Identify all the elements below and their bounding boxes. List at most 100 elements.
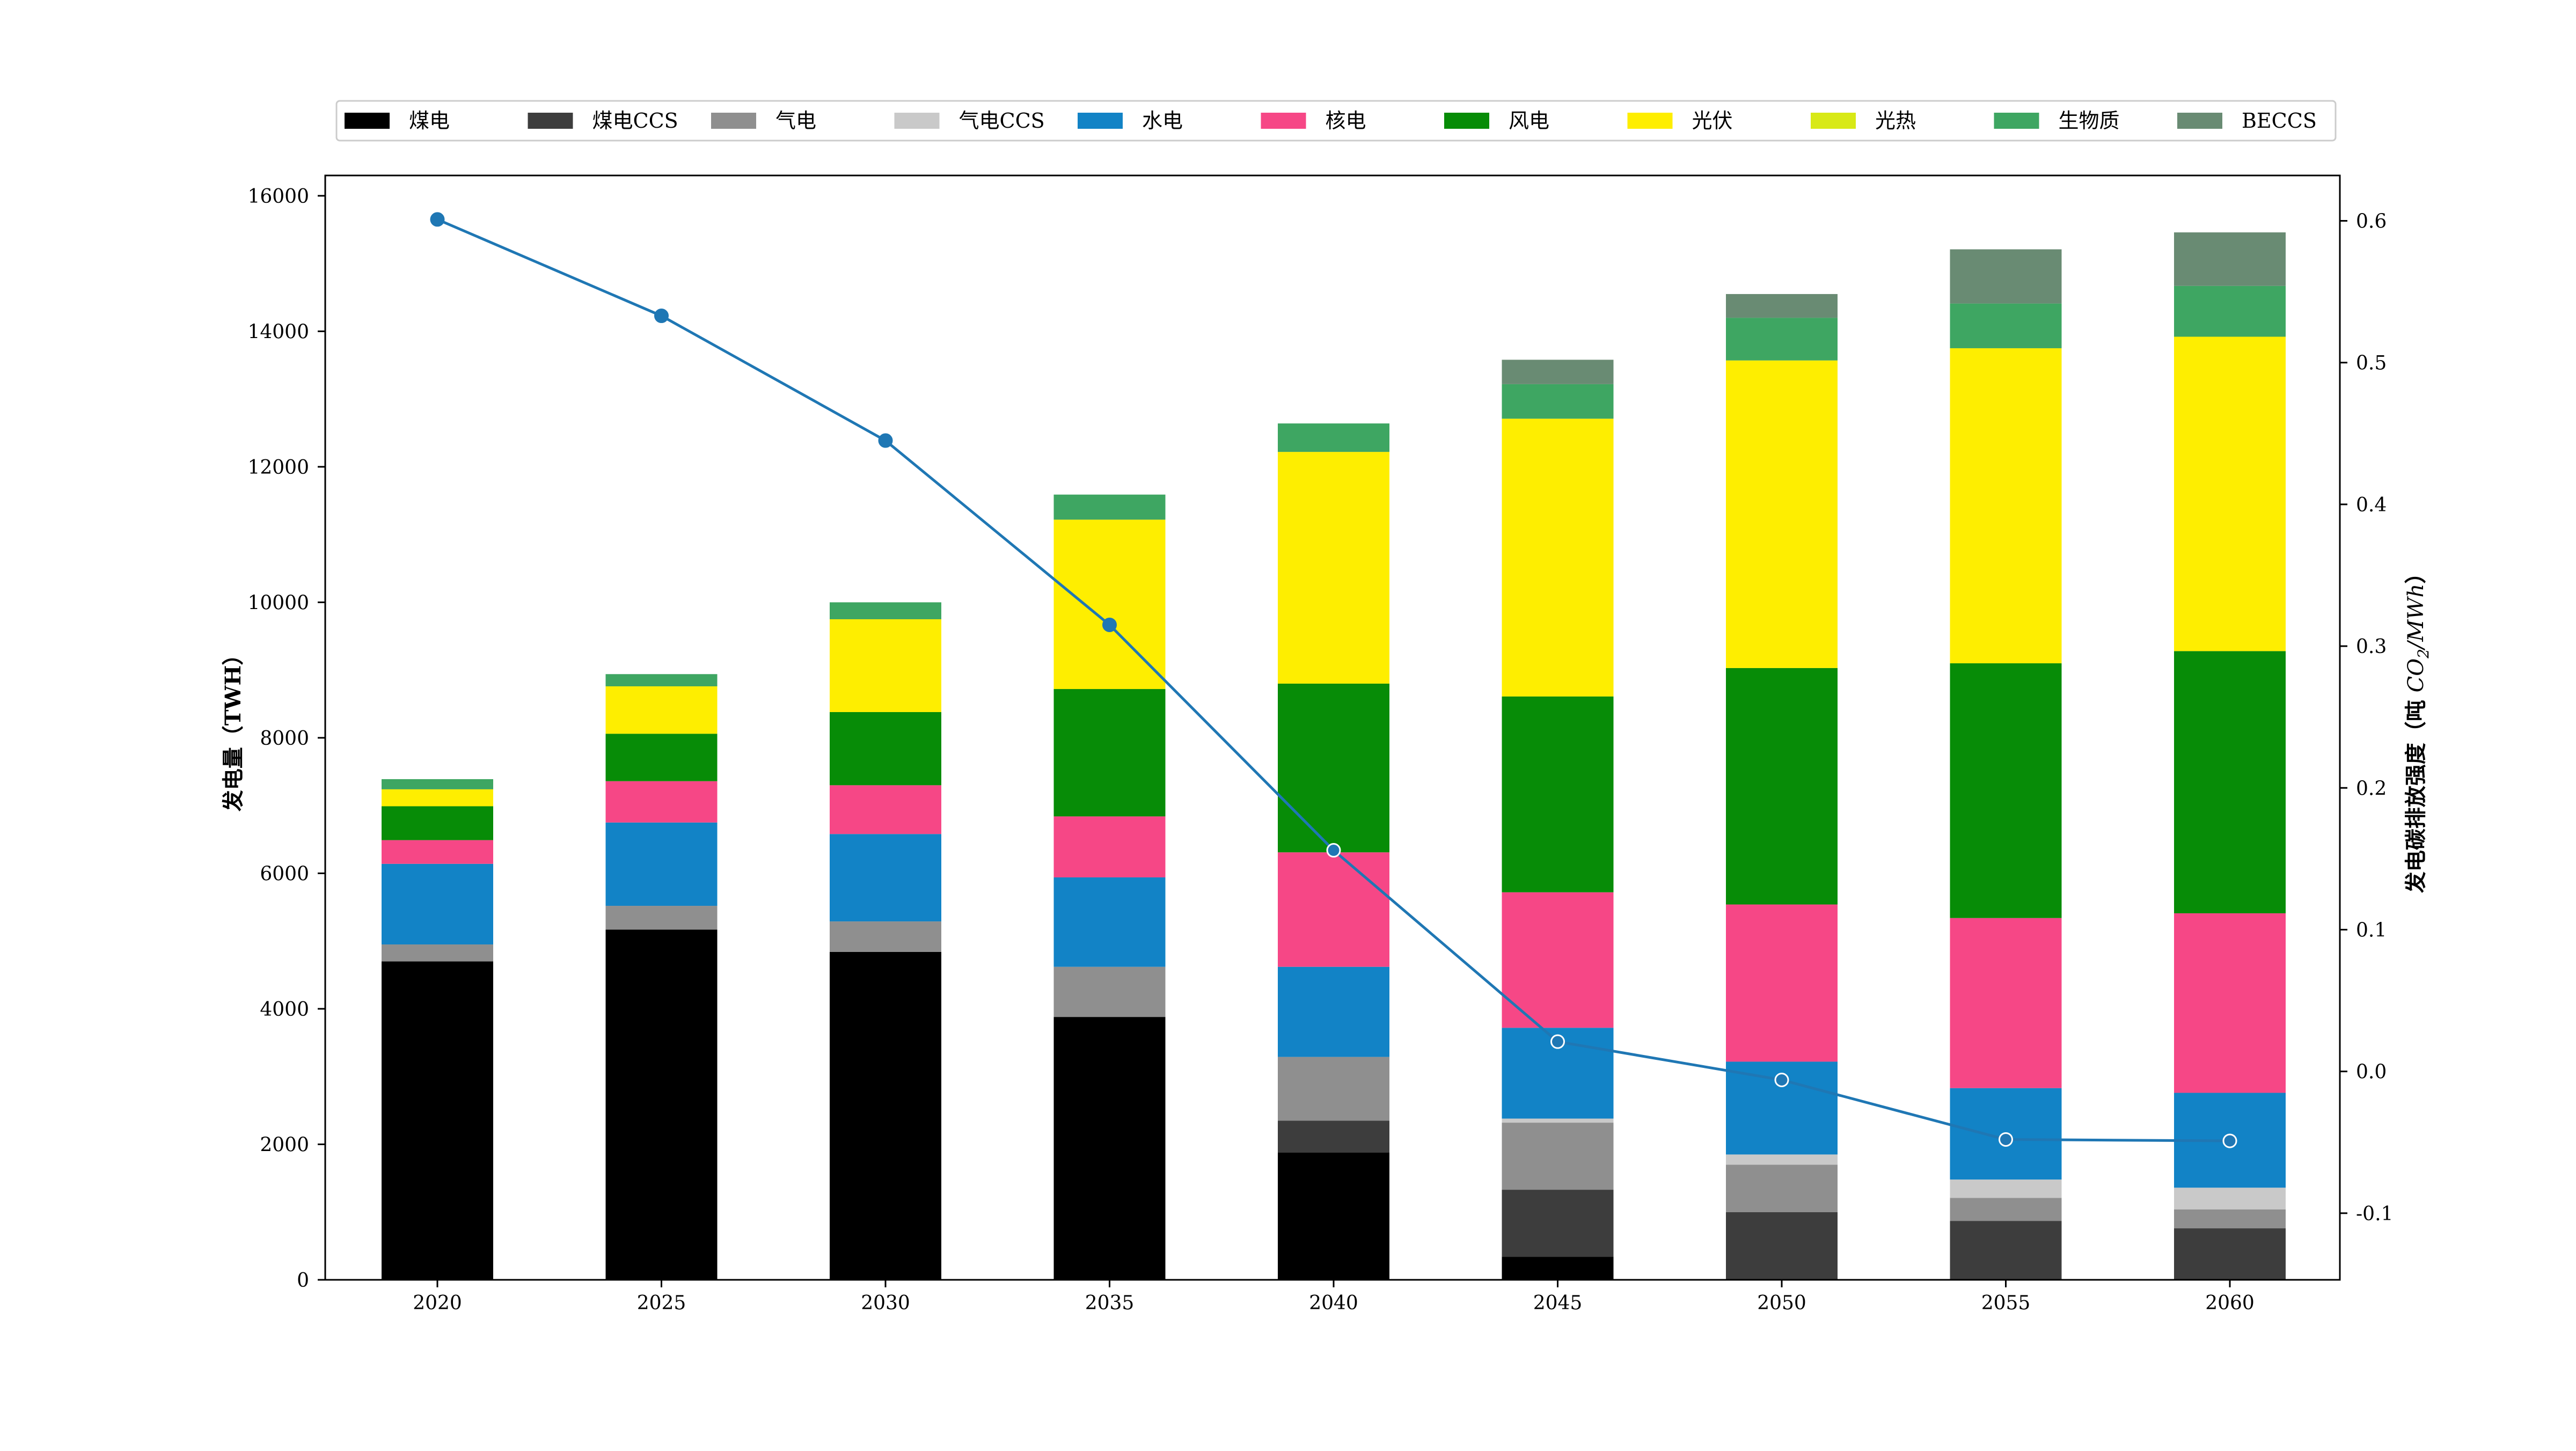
bar-生物质-2020	[382, 779, 493, 789]
y-tick-label-16000: 16000	[247, 186, 309, 208]
bar-气电CCS-2055	[1950, 1179, 2062, 1198]
bar-煤电CCS-2040	[1278, 1120, 1389, 1153]
bar-水电-2025	[605, 822, 718, 906]
bar-水电-2030	[830, 834, 941, 922]
x-tick-label-2030: 2030	[861, 1292, 910, 1314]
bar-气电CCS-2045	[1502, 1118, 1614, 1123]
bar-光伏-2050	[1726, 360, 1838, 668]
bar-煤电CCS-2060	[2174, 1228, 2286, 1280]
bar-煤电-2020	[382, 961, 493, 1280]
bar-气电-2045	[1502, 1123, 1614, 1190]
x-tick-label-2025: 2025	[637, 1292, 686, 1314]
bar-气电-2050	[1726, 1164, 1838, 1212]
legend-label-煤电CCS: 煤电CCS	[592, 109, 678, 133]
bar-煤电-2035	[1053, 1017, 1166, 1280]
bar-生物质-2025	[605, 674, 718, 686]
legend-label-光热: 光热	[1875, 109, 1916, 133]
legend-label-生物质: 生物质	[2059, 109, 2120, 133]
bar-光伏-2055	[1950, 348, 2062, 664]
bar-风电-2035	[1053, 689, 1166, 817]
bar-核电-2035	[1053, 816, 1166, 878]
bar-核电-2055	[1950, 918, 2062, 1088]
bar-风电-2030	[830, 712, 941, 786]
intensity-point-2020	[430, 212, 445, 227]
y2-axis-label: 发电碳排放强度（吨 CO2/MWh）	[2403, 562, 2432, 893]
x-tick-label-2020: 2020	[413, 1292, 462, 1314]
x-tick-label-2040: 2040	[1309, 1292, 1358, 1314]
bar-风电-2060	[2174, 651, 2286, 913]
legend-swatch-风电	[1444, 113, 1489, 129]
bar-BECCS-2050	[1726, 294, 1838, 318]
intensity-point-2030	[878, 433, 893, 448]
x-tick-label-2055: 2055	[1981, 1292, 2031, 1314]
bar-气电-2040	[1278, 1057, 1389, 1121]
bar-气电-2055	[1950, 1198, 2062, 1221]
y-tick-label-12000: 12000	[247, 457, 309, 479]
y2-tick-label-4: 0.3	[2356, 636, 2387, 658]
legend-swatch-核电	[1261, 113, 1306, 129]
bar-核电-2050	[1726, 904, 1838, 1062]
legend-swatch-煤电	[345, 113, 390, 129]
legend-label-煤电: 煤电	[409, 109, 450, 133]
bar-气电-2020	[382, 944, 493, 962]
y2-tick-label-1: 0.0	[2356, 1061, 2387, 1083]
bar-风电-2025	[605, 734, 718, 781]
legend-swatch-光伏	[1627, 113, 1673, 129]
y2-tick-label-3: 0.2	[2356, 778, 2387, 800]
y-tick-label-10000: 10000	[247, 592, 309, 614]
intensity-point-2055	[1999, 1132, 2013, 1147]
bar-生物质-2050	[1726, 318, 1838, 361]
bar-BECCS-2060	[2174, 232, 2286, 286]
plot-frame	[324, 174, 2341, 1281]
y-tick-label-8000: 8000	[260, 728, 309, 750]
y2-tick-label-0: -0.1	[2356, 1203, 2393, 1225]
intensity-point-2025	[654, 309, 669, 324]
x-tick-label-2050: 2050	[1757, 1292, 1806, 1314]
y2-tick-label-2: 0.1	[2356, 919, 2387, 941]
bar-生物质-2035	[1053, 494, 1166, 520]
bar-光伏-2045	[1502, 419, 1614, 697]
bar-水电-2040	[1278, 966, 1389, 1057]
legend-label-水电: 水电	[1142, 109, 1183, 133]
bar-核电-2045	[1502, 892, 1614, 1028]
bar-核电-2030	[830, 785, 941, 834]
legend-label-气电CCS: 气电CCS	[959, 109, 1045, 133]
bar-光伏-2060	[2174, 336, 2286, 651]
bar-核电-2040	[1278, 852, 1389, 967]
bar-光伏-2040	[1278, 452, 1389, 684]
bar-气电-2030	[830, 921, 941, 952]
legend-swatch-光热	[1811, 113, 1856, 129]
bar-煤电CCS-2045	[1502, 1190, 1614, 1257]
y2-tick-label-7: 0.6	[2356, 211, 2387, 233]
y-tick-label-0: 0	[297, 1270, 309, 1292]
x-tick-label-2045: 2045	[1533, 1292, 1583, 1314]
y-tick-label-4000: 4000	[260, 999, 309, 1021]
bar-气电-2035	[1053, 966, 1166, 1017]
bar-生物质-2030	[830, 602, 941, 619]
y-axis-label: 发电量（TWH）	[221, 644, 246, 811]
legend-label-光伏: 光伏	[1692, 109, 1733, 133]
intensity-point-2060	[2222, 1133, 2237, 1148]
legend-label-风电: 风电	[1509, 109, 1549, 133]
bar-BECCS-2055	[1950, 249, 2062, 304]
bar-风电-2020	[382, 806, 493, 840]
bar-光伏-2025	[605, 686, 718, 734]
legend-label-气电: 气电	[775, 109, 816, 133]
intensity-point-2040	[1326, 843, 1341, 858]
bar-生物质-2055	[1950, 303, 2062, 348]
y2-tick-label-6: 0.5	[2356, 353, 2387, 375]
bar-核电-2060	[2174, 913, 2286, 1093]
bar-光伏-2020	[382, 789, 493, 807]
intensity-point-2045	[1550, 1034, 1565, 1049]
y-tick-label-6000: 6000	[260, 863, 309, 885]
legend-swatch-气电CCS	[894, 113, 940, 129]
x-tick-label-2035: 2035	[1085, 1292, 1135, 1314]
bar-风电-2040	[1278, 683, 1389, 853]
legend-swatch-生物质	[1994, 113, 2039, 129]
bar-水电-2035	[1053, 877, 1166, 967]
y-tick-label-14000: 14000	[247, 321, 309, 343]
bar-气电-2025	[605, 906, 718, 930]
y2-tick-label-5: 0.4	[2356, 494, 2387, 516]
bar-煤电-2040	[1278, 1152, 1389, 1280]
